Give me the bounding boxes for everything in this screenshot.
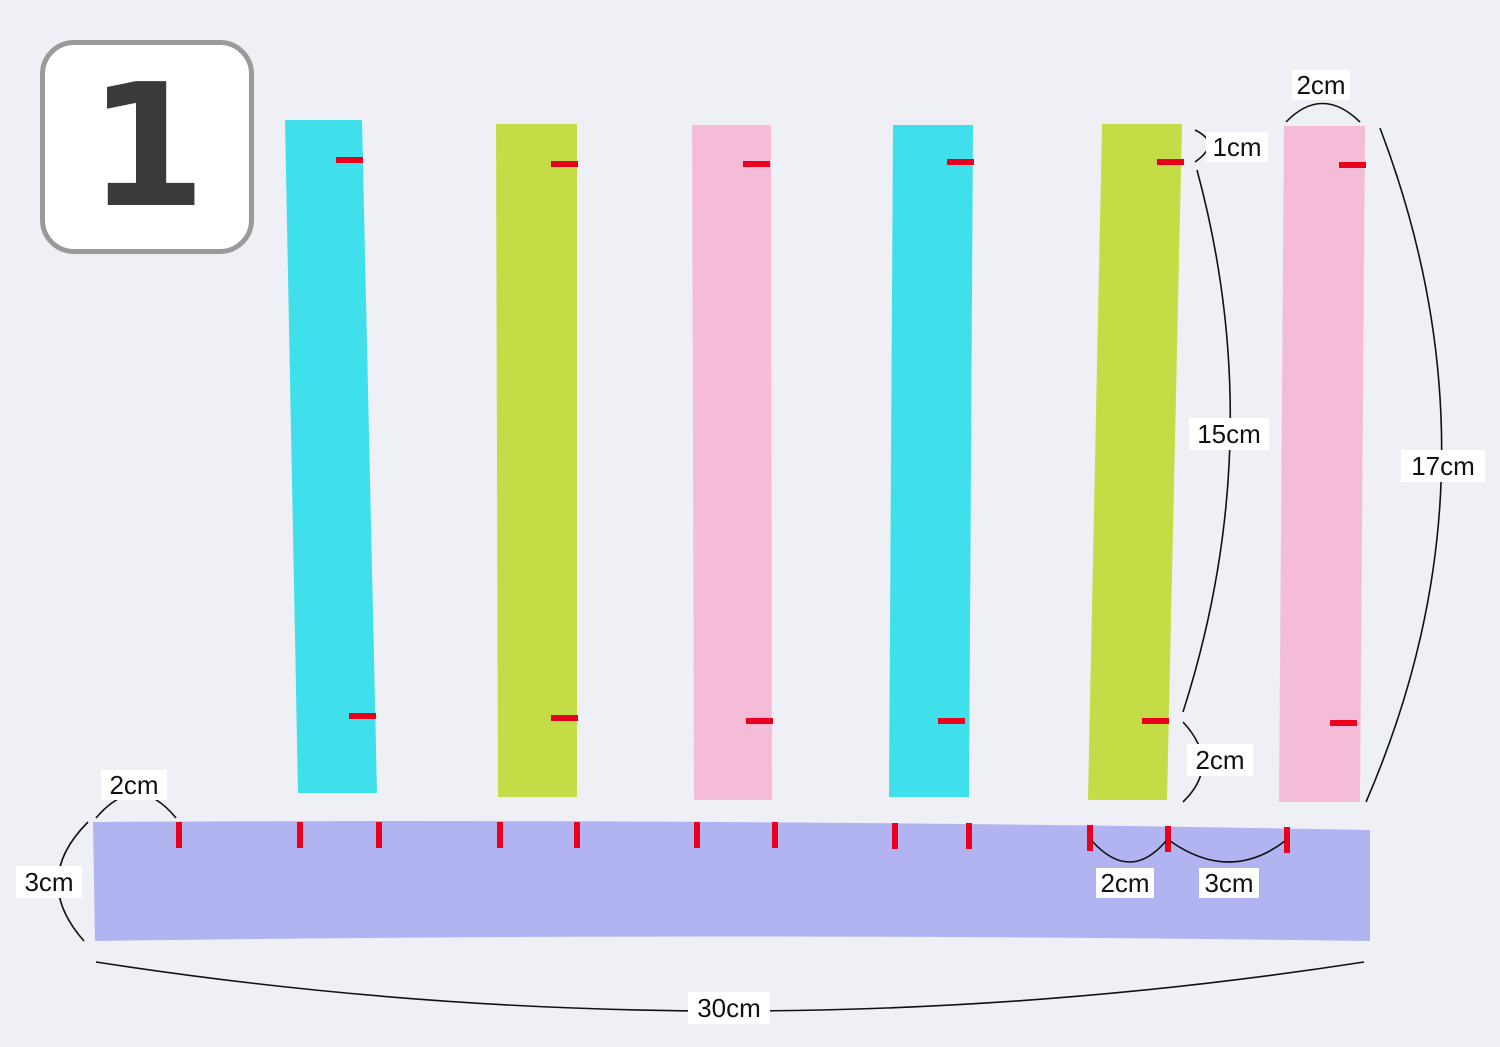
curve-band-gap-3cm bbox=[1169, 840, 1286, 863]
strip-cyan-1 bbox=[285, 120, 377, 793]
base-band bbox=[93, 821, 1370, 941]
step-number: 1 bbox=[87, 48, 207, 246]
label-strip-width: 2cm bbox=[1296, 70, 1345, 100]
label-top-margin: 1cm bbox=[1212, 132, 1261, 162]
strip-cut-marks bbox=[336, 157, 1366, 726]
dimension-labels: 2cm 1cm 15cm 2cm 17cm 2cm 3cm 2cm 3cm 30… bbox=[16, 70, 1485, 1024]
label-band-gap-2cm: 2cm bbox=[1100, 868, 1149, 898]
label-band-length: 30cm bbox=[697, 993, 761, 1023]
strip-cyan-2 bbox=[889, 125, 973, 797]
step-badge: 1 bbox=[40, 40, 254, 254]
strip-green-2 bbox=[1088, 124, 1182, 800]
strip-pink-2 bbox=[1279, 126, 1365, 802]
curve-strip-width bbox=[1285, 102, 1361, 123]
label-band-left: 2cm bbox=[109, 770, 158, 800]
strip-pink-1 bbox=[692, 125, 772, 800]
label-band-gap-3cm: 3cm bbox=[1204, 868, 1253, 898]
curve-band-gap-2cm bbox=[1091, 840, 1167, 863]
label-length-17cm: 17cm bbox=[1411, 451, 1475, 481]
label-band-height: 3cm bbox=[24, 867, 73, 897]
band-cut-marks bbox=[176, 822, 1290, 853]
strip-green-1 bbox=[496, 124, 577, 797]
label-bottom-margin: 2cm bbox=[1195, 745, 1244, 775]
label-middle-15cm: 15cm bbox=[1197, 419, 1261, 449]
